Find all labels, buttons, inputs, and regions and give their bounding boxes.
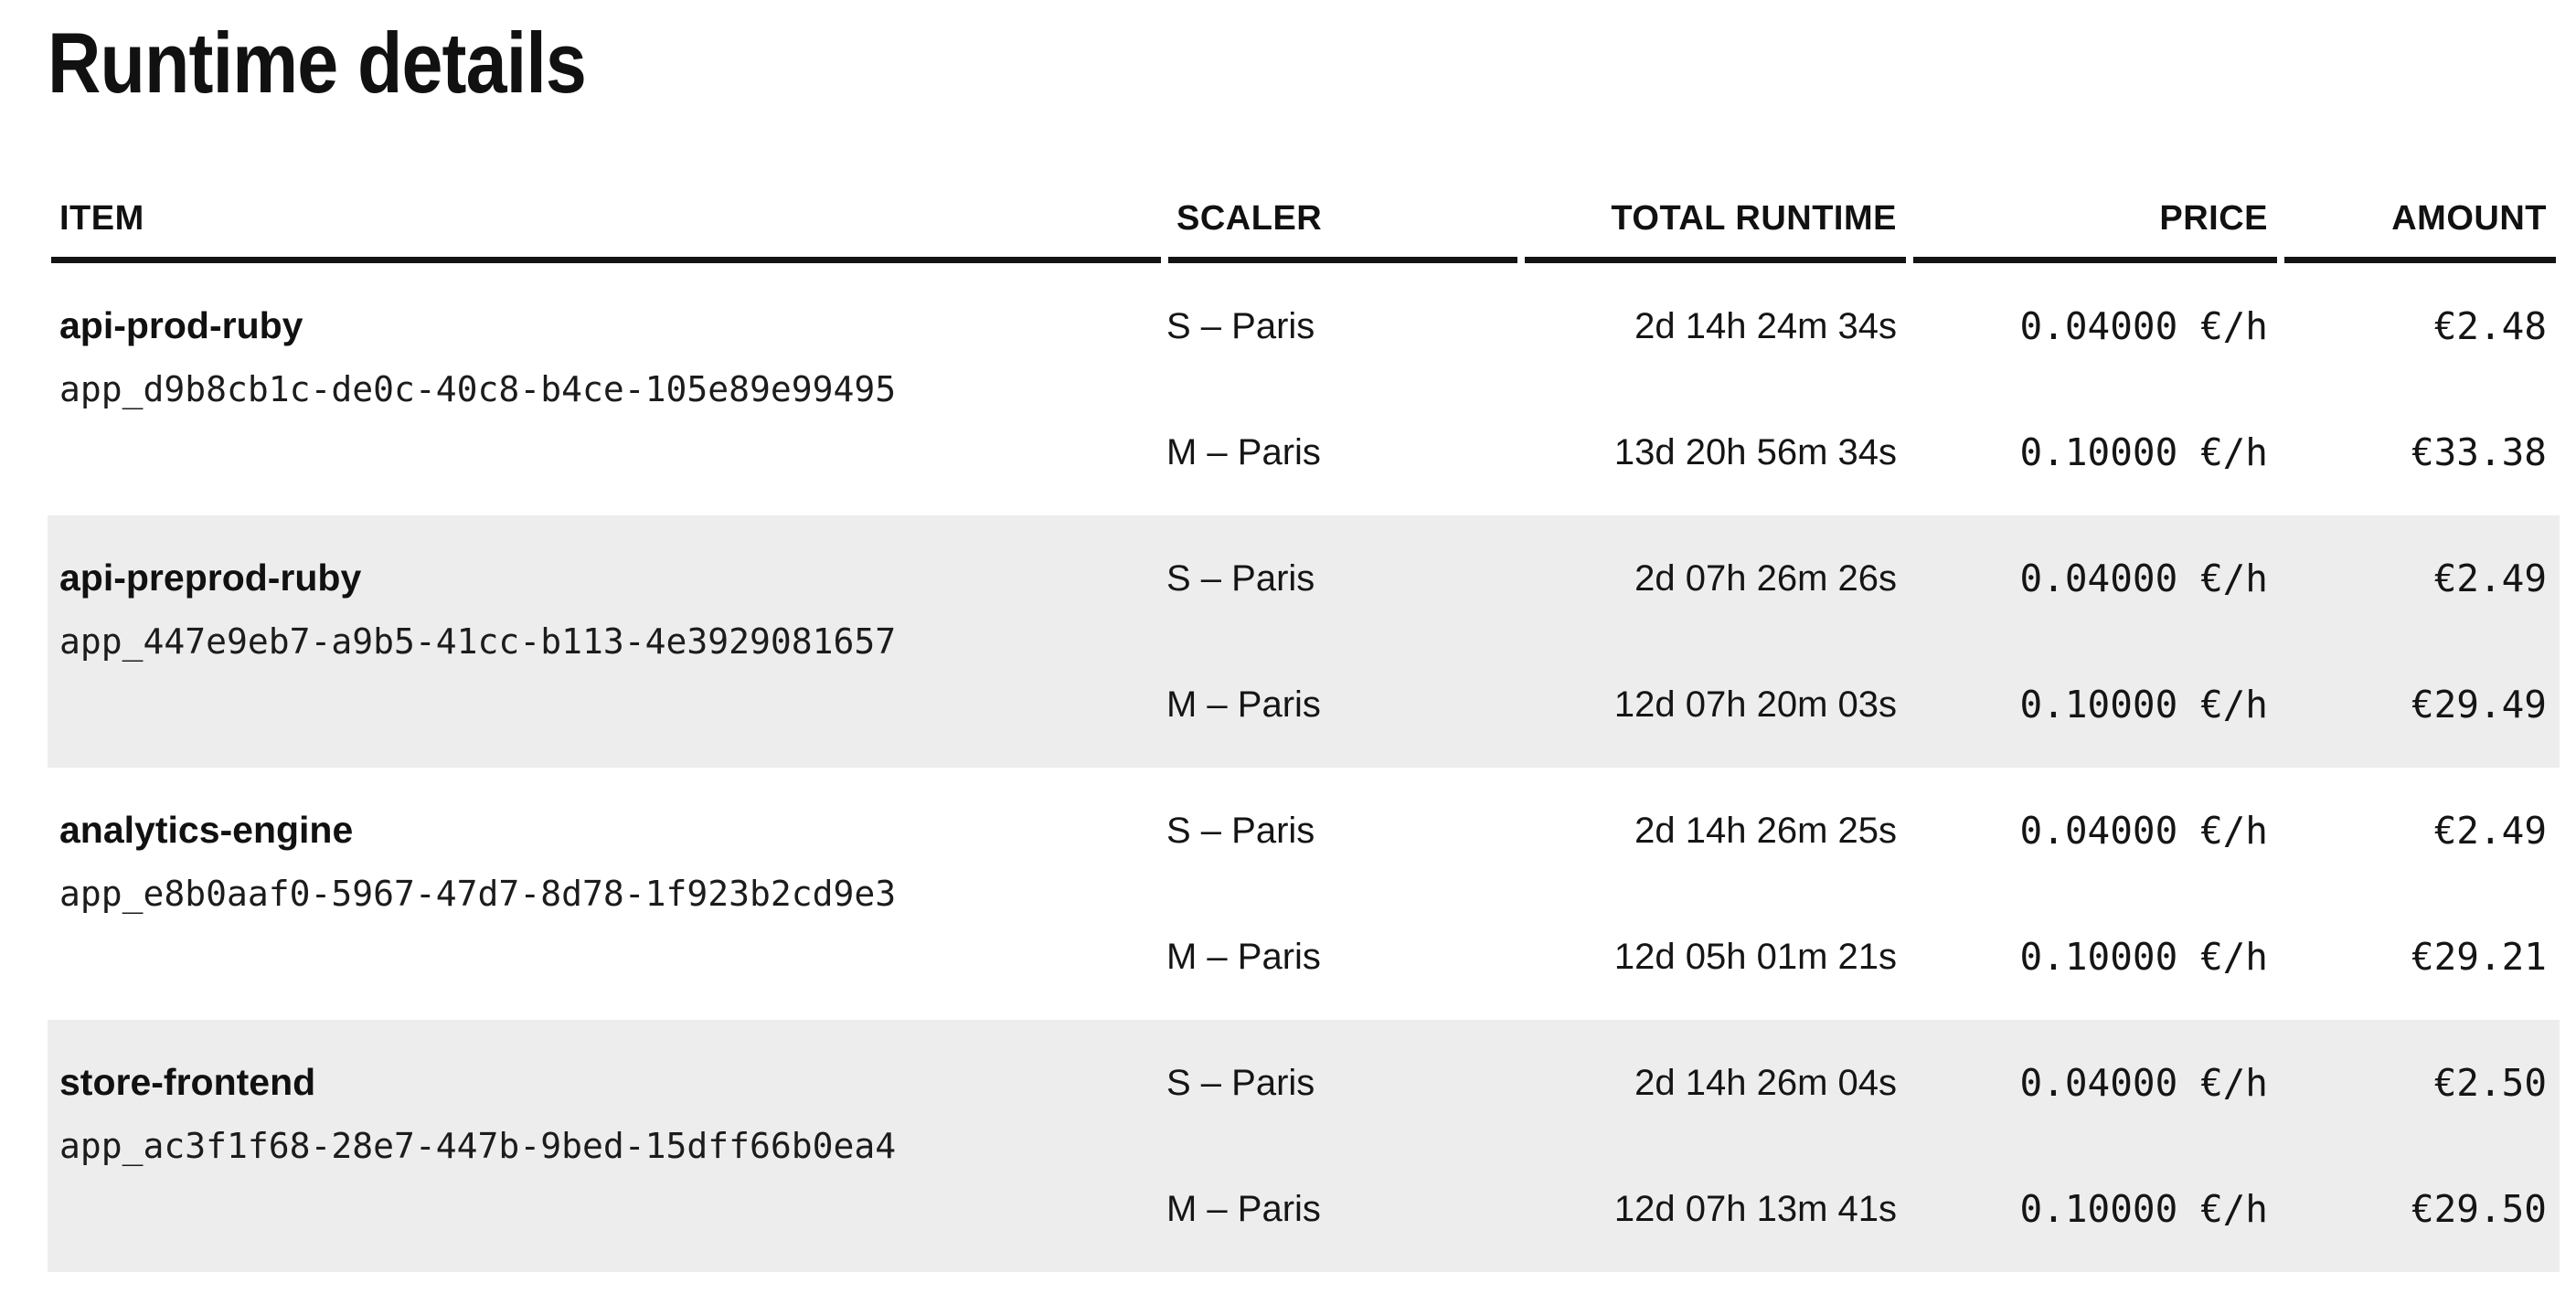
amount-cell: €29.49 — [2411, 682, 2547, 727]
column-header-amount: AMOUNT — [2281, 201, 2560, 263]
amount-cell: €2.48 — [2433, 303, 2547, 348]
price-cell: 0.10000 €/h — [2019, 934, 2268, 979]
price-cell: 0.10000 €/h — [2019, 1186, 2268, 1231]
price-cell: 0.04000 €/h — [2019, 556, 2268, 600]
table-row-group: store-frontend app_ac3f1f68-28e7-447b-9b… — [48, 1019, 2560, 1272]
table-row-group: analytics-engine app_e8b0aaf0-5967-47d7-… — [48, 768, 2560, 1020]
runtime-cell: 2d 07h 26m 26s — [1634, 557, 1897, 599]
price-cell: 0.04000 €/h — [2019, 808, 2268, 853]
scaler-cell: S – Paris — [1166, 810, 1315, 851]
amount-cell: €33.38 — [2411, 430, 2547, 474]
scaler-cell: M – Paris — [1166, 684, 1321, 725]
column-header-total-runtime: TOTAL RUNTIME — [1521, 201, 1910, 263]
app-name: api-preprod-ruby — [59, 556, 362, 599]
item-cell: analytics-engine app_e8b0aaf0-5967-47d7-… — [48, 768, 1165, 1020]
runtime-cell: 12d 05h 01m 21s — [1613, 936, 1897, 977]
item-cell: api-prod-ruby app_d9b8cb1c-de0c-40c8-b4c… — [48, 263, 1165, 515]
table-row-group: api-prod-ruby app_d9b8cb1c-de0c-40c8-b4c… — [48, 263, 2560, 515]
price-cell: 0.04000 €/h — [2019, 1060, 2268, 1105]
app-name: analytics-engine — [59, 808, 354, 851]
page-title: Runtime details — [48, 15, 587, 111]
runtime-cell: 2d 14h 26m 25s — [1634, 810, 1897, 851]
scaler-cell: S – Paris — [1166, 1062, 1315, 1103]
amount-cell: €29.21 — [2411, 934, 2547, 979]
column-header-item: ITEM — [48, 201, 1165, 263]
runtime-table: ITEM SCALER TOTAL RUNTIME PRICE AMOUNT a… — [48, 201, 2560, 1272]
item-cell: api-preprod-ruby app_447e9eb7-a9b5-41cc-… — [48, 515, 1165, 768]
amount-cell: €2.50 — [2433, 1060, 2547, 1105]
app-name: api-prod-ruby — [59, 303, 303, 346]
amount-cell: €29.50 — [2411, 1186, 2547, 1231]
scaler-cell: M – Paris — [1166, 1188, 1321, 1229]
runtime-cell: 12d 07h 13m 41s — [1613, 1188, 1897, 1229]
column-header-price: PRICE — [1910, 201, 2281, 263]
price-cell: 0.10000 €/h — [2019, 682, 2268, 727]
scaler-cell: M – Paris — [1166, 431, 1321, 472]
amount-cell: €2.49 — [2433, 808, 2547, 853]
runtime-cell: 2d 14h 24m 34s — [1634, 305, 1897, 346]
price-cell: 0.10000 €/h — [2019, 430, 2268, 474]
table-row-group: api-preprod-ruby app_447e9eb7-a9b5-41cc-… — [48, 514, 2560, 768]
scaler-cell: S – Paris — [1166, 557, 1315, 599]
runtime-cell: 2d 14h 26m 04s — [1634, 1062, 1897, 1103]
scaler-cell: M – Paris — [1166, 936, 1321, 977]
column-header-scaler: SCALER — [1165, 201, 1521, 263]
amount-cell: €2.49 — [2433, 556, 2547, 600]
runtime-cell: 12d 07h 20m 03s — [1613, 684, 1897, 725]
scaler-cell: S – Paris — [1166, 305, 1315, 346]
price-cell: 0.04000 €/h — [2019, 303, 2268, 348]
item-cell: store-frontend app_ac3f1f68-28e7-447b-9b… — [48, 1020, 1165, 1272]
runtime-cell: 13d 20h 56m 34s — [1613, 431, 1897, 472]
app-id: app_ac3f1f68-28e7-447b-9bed-15dff66b0ea4 — [59, 1125, 897, 1166]
app-name: store-frontend — [59, 1060, 316, 1103]
table-header-row: ITEM SCALER TOTAL RUNTIME PRICE AMOUNT — [48, 201, 2560, 263]
app-id: app_d9b8cb1c-de0c-40c8-b4ce-105e89e99495 — [59, 368, 897, 409]
app-id: app_e8b0aaf0-5967-47d7-8d78-1f923b2cd9e3 — [59, 873, 897, 914]
app-id: app_447e9eb7-a9b5-41cc-b113-4e3929081657 — [59, 620, 897, 662]
